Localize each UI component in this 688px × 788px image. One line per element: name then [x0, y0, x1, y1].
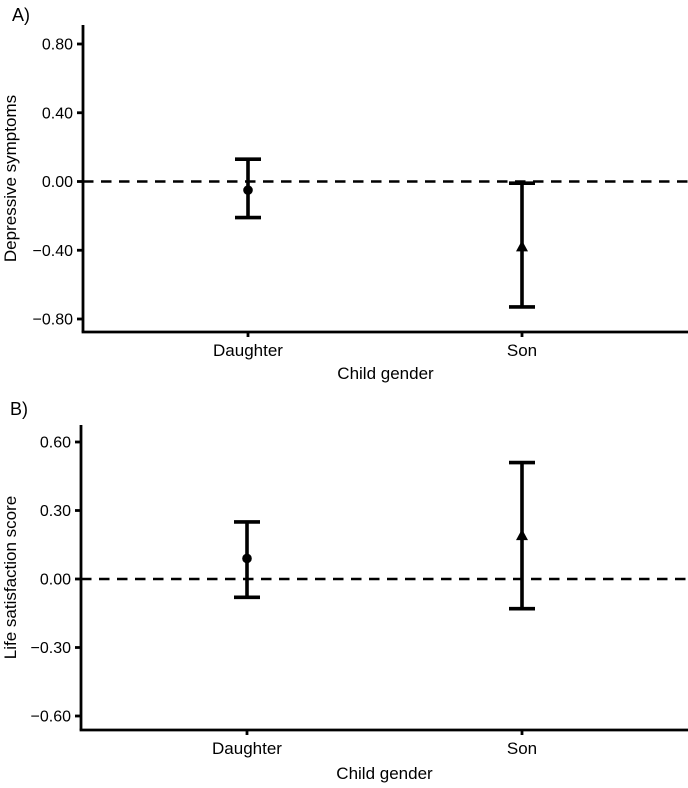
panel-b-life-satisfaction-chart: B) 0.60 0.30 0.00 −0.30 −0.60 Daughter Son Child…: [1, 399, 688, 783]
y-tick-label: −0.40: [33, 243, 74, 260]
error-bar-son: [509, 460, 535, 611]
y-tick-label: 0.80: [42, 37, 73, 54]
error-bar-son: [509, 181, 535, 309]
panel-a-depressive-symptoms-chart: A) 0.80 0.40 0.00 −0.40 −0.80 Daughter Son Child…: [1, 5, 688, 383]
point-marker-circle: [242, 553, 252, 564]
y-axis-title: Depressive symptoms: [1, 95, 20, 262]
y-tick-label: 0.00: [40, 572, 71, 589]
y-tick-label: −0.80: [33, 312, 74, 329]
x-tick-label-daughter: Daughter: [212, 739, 282, 758]
x-axis-title: Child gender: [337, 364, 434, 383]
y-tick-label: −0.30: [31, 640, 72, 657]
y-tick-label: 0.60: [40, 435, 71, 452]
y-tick-label: 0.30: [40, 503, 71, 520]
error-bar-daughter: [234, 520, 260, 600]
panel-label: B): [10, 399, 28, 419]
y-tick-label: 0.40: [42, 105, 73, 122]
x-tick-label-son: Son: [507, 739, 537, 758]
y-tick-label: −0.60: [31, 709, 72, 726]
point-marker-circle: [243, 185, 253, 195]
error-bar-daughter: [235, 157, 261, 220]
x-axis-title: Child gender: [336, 764, 433, 783]
y-axis-title: Life satisfaction score: [1, 496, 20, 659]
x-tick-label-son: Son: [507, 341, 537, 360]
y-tick-label: 0.00: [42, 174, 73, 191]
point-marker-triangle: [516, 240, 528, 252]
x-tick-label-daughter: Daughter: [213, 341, 283, 360]
point-marker-triangle: [516, 529, 528, 541]
panel-label: A): [12, 5, 30, 25]
